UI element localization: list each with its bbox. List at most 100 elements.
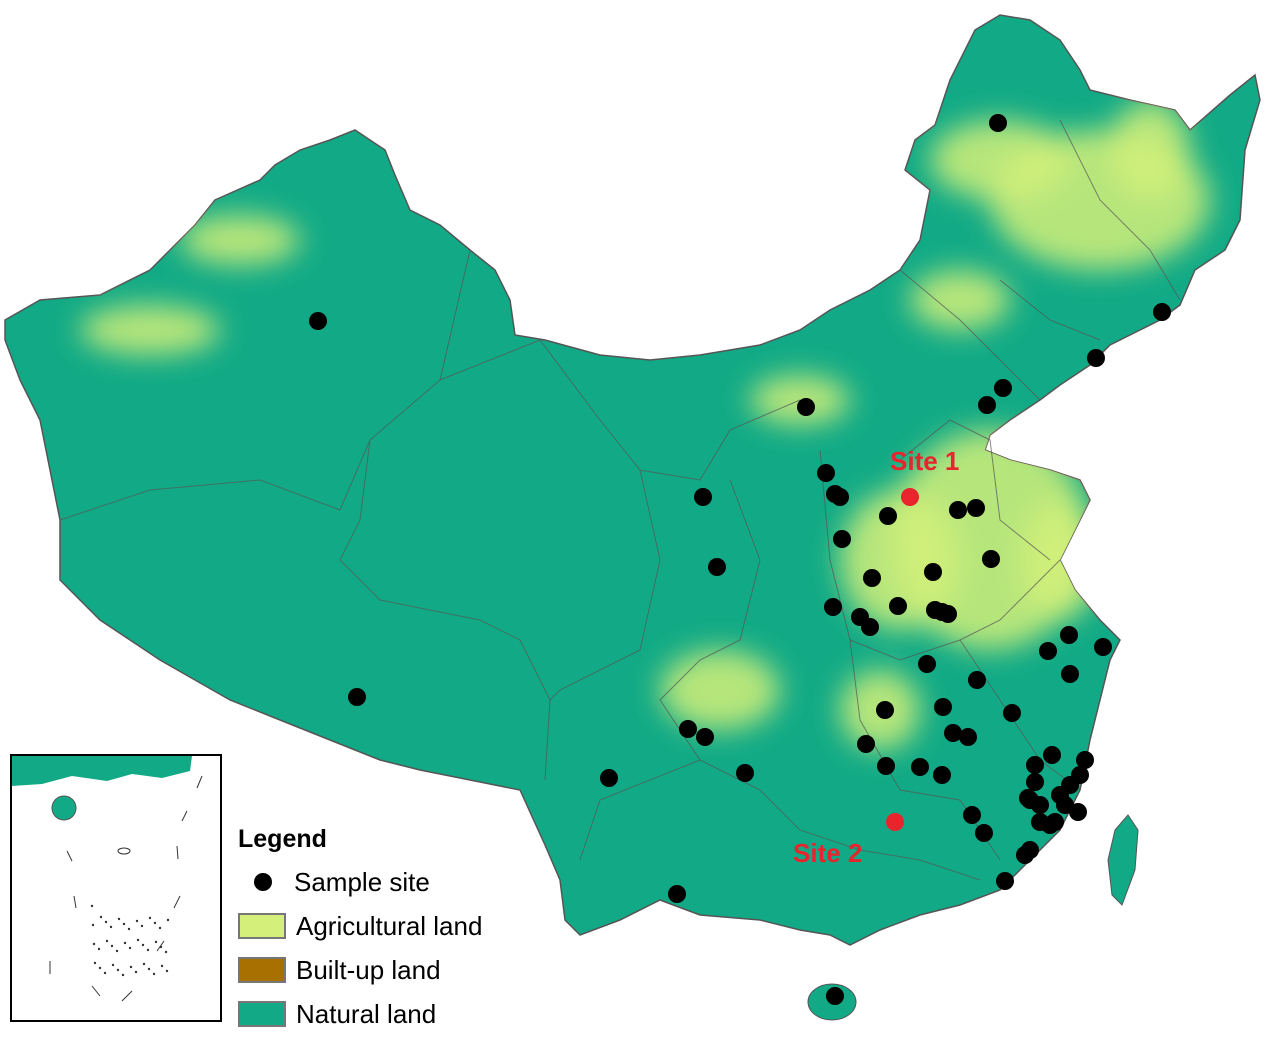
sample-site-dot	[831, 488, 849, 506]
legend-item-sample-site: Sample site	[238, 860, 482, 904]
sample-site-dot	[679, 720, 697, 738]
sample-site-dot	[708, 558, 726, 576]
sample-site-dot	[1041, 816, 1059, 834]
province-boundary	[899, 419, 1051, 561]
agricultural-land-layer	[80, 100, 1210, 750]
inset-island	[99, 915, 103, 919]
legend-item-agricultural: Agricultural land	[238, 904, 482, 948]
inset-island	[148, 916, 152, 920]
agricultural-area	[1110, 100, 1190, 200]
inset-island	[164, 950, 168, 954]
legend-label: Sample site	[294, 866, 430, 897]
sample-site-dot	[1026, 756, 1044, 774]
inset-island	[121, 973, 125, 977]
inset-island	[127, 927, 131, 931]
inset-island	[122, 922, 126, 926]
inset-island	[129, 965, 133, 969]
inset-island	[140, 924, 144, 928]
inset-island	[146, 948, 150, 952]
inset-island	[136, 938, 140, 942]
legend: Legend Sample site Agricultural land Bui…	[238, 825, 482, 1036]
inset-island	[158, 926, 162, 930]
sample-site-dot	[996, 872, 1014, 890]
province-boundary	[819, 449, 1061, 661]
sample-site-dot	[994, 379, 1012, 397]
sample-site-dot	[876, 701, 894, 719]
inset-island	[165, 969, 169, 973]
sample-site-dot	[861, 618, 879, 636]
agricultural-area	[660, 650, 780, 730]
sample-site-dot	[1069, 803, 1087, 821]
sample-site-dot	[934, 698, 952, 716]
sample-site-icon	[254, 873, 272, 891]
province-boundary	[1059, 119, 1181, 301]
built-up-swatch	[238, 957, 286, 983]
site-1-label: Site 1	[890, 446, 959, 476]
inset-island	[109, 925, 113, 929]
sample-site-dot	[1003, 704, 1021, 722]
inset-island	[117, 917, 121, 921]
sample-site-dot	[1087, 349, 1105, 367]
province-boundary	[579, 759, 701, 861]
sample-site-dot	[348, 688, 366, 706]
province-boundaries	[59, 119, 1181, 881]
inset-island	[91, 923, 95, 927]
legend-title: Legend	[238, 825, 327, 853]
sample-site-dot	[1043, 746, 1061, 764]
sample-site-dot	[309, 312, 327, 330]
inset-island	[160, 964, 164, 968]
inset-island	[92, 942, 96, 946]
sample-site-dot	[797, 398, 815, 416]
sample-site-dot	[824, 598, 842, 616]
agricultural-area	[930, 120, 1070, 200]
sample-site-dot	[989, 114, 1007, 132]
sample-site-dot	[963, 806, 981, 824]
sample-site-dot	[1016, 846, 1034, 864]
inset-island	[105, 939, 109, 943]
legend-label: Agricultural land	[296, 910, 483, 941]
sample-site-dot	[863, 569, 881, 587]
agricultural-area	[910, 270, 1010, 330]
inset-map	[12, 756, 203, 1002]
inset-island	[111, 963, 115, 967]
taiwan-island	[1107, 814, 1139, 906]
sample-site-dot	[911, 758, 929, 776]
inset-island	[128, 946, 132, 950]
inset-island	[135, 919, 139, 923]
sample-site-dot	[826, 987, 844, 1005]
sample-site-dot	[879, 507, 897, 525]
natural-swatch	[238, 1001, 286, 1027]
south-china-sea-inset	[10, 754, 222, 1022]
sample-site-dot	[694, 488, 712, 506]
inset-island	[153, 921, 157, 925]
sample-site-dot	[600, 769, 618, 787]
inset-island	[141, 943, 145, 947]
sample-site-dot	[944, 724, 962, 742]
inset-island	[166, 918, 170, 922]
inset-island	[104, 920, 108, 924]
legend-item-natural: Natural land	[238, 992, 482, 1036]
sample-site-dot	[918, 655, 936, 673]
site-2-dot	[886, 813, 904, 831]
sample-site-dot	[1094, 638, 1112, 656]
site-2-label: Site 2	[793, 838, 862, 868]
province-boundary	[899, 269, 1041, 401]
inset-island	[134, 970, 138, 974]
sample-site-dot	[1061, 665, 1079, 683]
inset-island	[103, 971, 107, 975]
sample-site-dot	[949, 501, 967, 519]
inset-island	[90, 904, 94, 908]
sample-site-dot	[736, 764, 754, 782]
sample-site-dot	[889, 597, 907, 615]
legend-label: Natural land	[296, 998, 437, 1029]
sample-site-dot	[696, 728, 714, 746]
sample-site-dot	[959, 728, 977, 746]
sample-site-dot	[1060, 626, 1078, 644]
inset-island	[115, 949, 119, 953]
sample-site-dot	[833, 530, 851, 548]
sample-sites	[309, 114, 1171, 1005]
province-boundary	[959, 639, 1081, 791]
sample-site-dot	[939, 605, 957, 623]
inset-island	[97, 947, 101, 951]
